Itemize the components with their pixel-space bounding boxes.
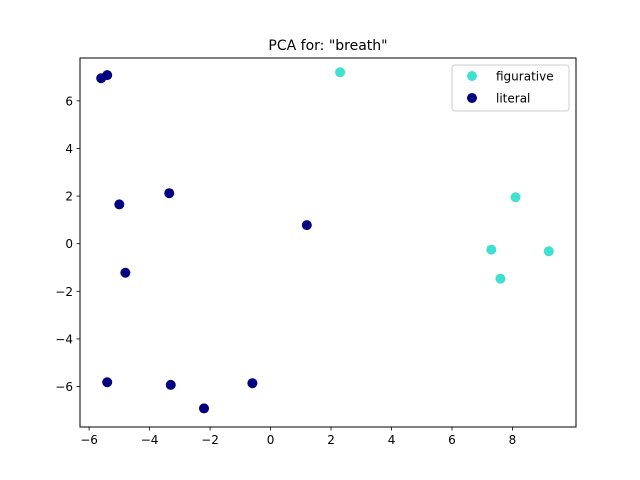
point-literal — [120, 267, 131, 278]
x-tick-label: 2 — [327, 433, 335, 447]
y-tick-label: −6 — [55, 380, 73, 394]
x-tick-label: 8 — [509, 433, 517, 447]
point-literal — [164, 188, 175, 199]
legend-marker-literal — [467, 93, 477, 103]
point-figurative — [335, 67, 346, 78]
x-tick-label: 6 — [448, 433, 456, 447]
axis-ticks: −6 −4 −2 0 2 4 6 8 −6 −4 −2 0 2 4 6 — [55, 94, 516, 447]
legend-box — [451, 64, 570, 112]
point-figurative — [543, 246, 554, 257]
point-literal — [247, 378, 258, 389]
point-figurative — [495, 273, 506, 284]
chart-title: PCA for: "breath" — [268, 38, 387, 54]
legend-marker-figurative — [467, 71, 477, 81]
point-literal — [199, 403, 209, 414]
y-tick-label: 0 — [65, 237, 73, 251]
x-tick-label: 0 — [267, 433, 275, 447]
x-tick-label: −2 — [201, 433, 219, 447]
point-figurative — [486, 244, 497, 255]
y-tick-label: 4 — [65, 142, 73, 156]
x-tick-label: −6 — [80, 433, 98, 447]
point-literal — [301, 220, 312, 231]
point-literal — [102, 70, 113, 81]
legend-label-literal: literal — [496, 92, 530, 106]
point-figurative — [510, 192, 521, 203]
y-tick-label: 2 — [65, 190, 73, 204]
x-tick-label: −4 — [141, 433, 159, 447]
y-tick-label: 6 — [65, 94, 73, 108]
point-literal — [165, 379, 176, 390]
point-literal — [114, 199, 125, 210]
y-tick-label: −2 — [55, 285, 73, 299]
y-tick-label: −4 — [55, 332, 73, 346]
legend-label-figurative: figurative — [496, 70, 554, 84]
data-points — [96, 67, 554, 414]
point-literal — [102, 377, 113, 388]
legend: figurative literal — [451, 64, 570, 112]
x-tick-label: 4 — [388, 433, 396, 447]
plot-frame — [79, 57, 577, 428]
